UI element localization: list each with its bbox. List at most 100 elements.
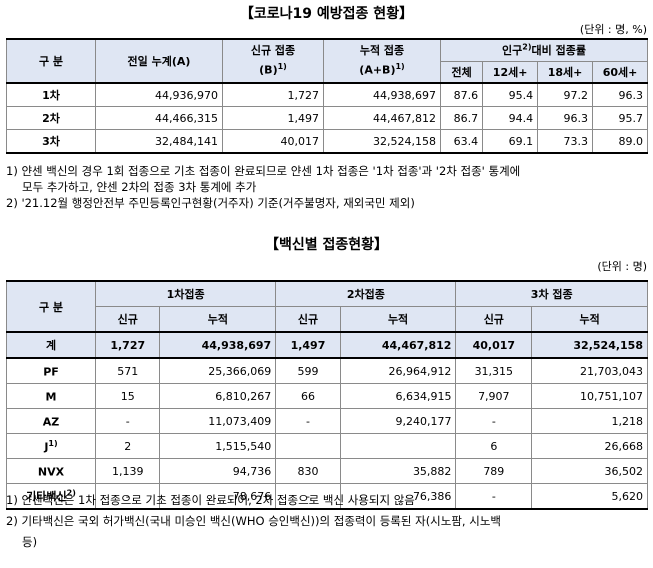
row-label: 2차: [6, 106, 96, 130]
cell-new: -: [275, 408, 341, 434]
header-sub-cum: 누적: [159, 306, 277, 333]
header-new-line1: 신규 접종: [250, 44, 296, 58]
cell-new: -: [455, 408, 533, 434]
cell-rate-12: 95.4: [482, 82, 539, 107]
table-row: 2차 44,466,315 1,497 44,467,812 86.7 94.4…: [6, 106, 648, 130]
cell-rate-18: 73.3: [537, 129, 594, 154]
row-label: NVX: [6, 458, 96, 484]
cell-cum: 26,668: [531, 433, 648, 459]
cell-rate-60: 96.3: [592, 82, 648, 107]
row-label-text: 계: [45, 339, 57, 352]
header-sub-total: 전체: [439, 60, 484, 84]
header-group-1: 1차접종: [94, 280, 277, 307]
cell-new: 571: [94, 357, 161, 384]
cell-cum: 76,386: [339, 483, 457, 510]
row-label: PF: [6, 357, 96, 384]
table-row: AZ -11,073,409-9,240,177-1,218: [6, 408, 648, 434]
cell-rate-total: 86.7: [439, 106, 484, 130]
header-group-3: 3차 접종: [455, 280, 648, 307]
cell-new: 1,727: [94, 331, 161, 359]
cell-rate-18: 97.2: [537, 82, 594, 107]
vaccination-status-title: 【코로나19 예방접종 현황】: [239, 6, 414, 22]
unit-label: (단위 : 명, %): [579, 23, 647, 36]
cell-cum: 78,676: [159, 483, 277, 510]
cell-cum: 32,524,158: [531, 331, 648, 359]
table-row: PF 571 25,366,069 599 26,964,912 31,315 21,703…: [6, 357, 648, 384]
header-rate-pre: 인구: [502, 44, 523, 58]
cell-new: 789: [455, 458, 533, 484]
header-rate-sup: 2): [522, 42, 532, 52]
cell-cum: 35,882: [339, 458, 457, 484]
cell-new: 1,727: [222, 82, 324, 107]
row-label-text: PF: [43, 365, 59, 379]
vaccine-status-title: 【백신별 접종현황】: [264, 237, 389, 253]
header-cum-sup: 1): [395, 62, 405, 72]
cell-cum: 36,502: [531, 458, 648, 484]
header-sub-new: 신규: [275, 306, 341, 333]
header-gubun: 구 분: [6, 280, 96, 333]
total-row: 계 1,727 44,938,697 1,497 44,467,812 40,017 32,…: [6, 331, 648, 359]
status-notes: 1) 얀센 백신의 경우 1회 접종으로 기초 접종이 완료되므로 얀센 1차 …: [6, 163, 648, 211]
cell-new: 599: [275, 357, 341, 384]
cell-new: 40,017: [455, 331, 533, 359]
cell-cum: 32,524,158: [323, 129, 441, 154]
cell-cum: 9,240,177: [339, 408, 457, 434]
header-sub-12: 12세+: [482, 60, 539, 84]
header-new-sup: 1): [277, 62, 287, 72]
row-label: 기타백신2): [6, 483, 96, 510]
note-line: 모두 추가하고, 얀센 2차의 접종 3차 통계에 추가: [22, 180, 257, 194]
row-label: AZ: [6, 408, 96, 434]
cell-rate-12: 94.4: [482, 106, 539, 130]
cell-new: -: [94, 408, 161, 434]
header-sub-new: 신규: [455, 306, 533, 333]
row-label-text: M: [45, 390, 57, 404]
header-sub-18: 18세+: [537, 60, 594, 84]
row-label-sup: 1): [48, 438, 58, 448]
cell-rate-12: 69.1: [482, 129, 539, 154]
header-new-line2: (B): [259, 63, 278, 77]
header-cum: 누적 접종 (A+B)1): [323, 38, 441, 84]
header-gubun: 구 분: [6, 38, 96, 84]
cell-cum: 44,938,697: [159, 331, 277, 359]
cell-rate-total: 87.6: [439, 82, 484, 107]
cell-cum: 10,751,107: [531, 383, 648, 409]
cell-new: -: [455, 483, 533, 510]
cell-new: 15: [94, 383, 161, 409]
note-line: 2) 기타백신은 국외 허가백신(국내 미승인 백신(WHO 승인백신))의 접…: [6, 514, 501, 528]
cell-cum: 94,736: [159, 458, 277, 484]
vaccine-type-table: 구 분 1차접종 2차접종 3차 접종 신규 누적 신규 누적 신규 누적 계 1…: [6, 280, 648, 510]
cell-cum: 11,073,409: [159, 408, 277, 434]
row-label-text: NVX: [37, 465, 65, 479]
cell-cum: 6,810,267: [159, 383, 277, 409]
note-line: 1) 얀센 백신의 경우 1회 접종으로 기초 접종이 완료되므로 얀센 1차 …: [6, 164, 521, 178]
table-row: 3차 32,484,141 40,017 32,524,158 63.4 69.…: [6, 129, 648, 154]
cell-prev: 44,936,970: [95, 82, 223, 107]
row-label: 계: [6, 331, 96, 359]
row-label-text: J: [44, 440, 49, 454]
cell-rate-60: 95.7: [592, 106, 648, 130]
note-line: 1) 얀센백신은 1차 접종으로 기초 접종이 완료되어, 2차 접종으로 백신…: [6, 493, 415, 507]
cell-new: 31,315: [455, 357, 533, 384]
row-label-text: AZ: [42, 415, 60, 429]
cell-cum: [339, 433, 457, 459]
table-row: M 15 6,810,267 66 6,634,915 7,907 10,751,107: [6, 383, 648, 409]
row-label-sup: 2): [66, 488, 76, 498]
note-line: 등): [22, 535, 38, 549]
table-row: NVX 1,139 94,736 830 35,882 789 36,502: [6, 458, 648, 484]
header-prev-cum: 전일 누계(A): [95, 38, 223, 84]
header-sub-cum: 누적: [531, 306, 648, 333]
table-row: 기타백신2) -78,676-76,386-5,620: [6, 483, 648, 510]
cell-cum: 25,366,069: [159, 357, 277, 384]
cell-cum: 44,467,812: [339, 331, 457, 359]
cell-new: -: [94, 483, 161, 510]
header-rate-post: 대비 접종률: [531, 44, 586, 58]
row-label: 1차: [6, 82, 96, 107]
cell-prev: 32,484,141: [95, 129, 223, 154]
row-label: 3차: [6, 129, 96, 154]
cell-cum: 6,634,915: [339, 383, 457, 409]
vaccination-status-table: 구 분 전일 누계(A) 신규 접종 (B)1) 누적 접종 (A+B)1) 인…: [6, 38, 648, 154]
cell-cum: 1,515,540: [159, 433, 277, 459]
header-sub-new: 신규: [94, 306, 161, 333]
unit-label: (단위 : 명): [597, 260, 647, 273]
